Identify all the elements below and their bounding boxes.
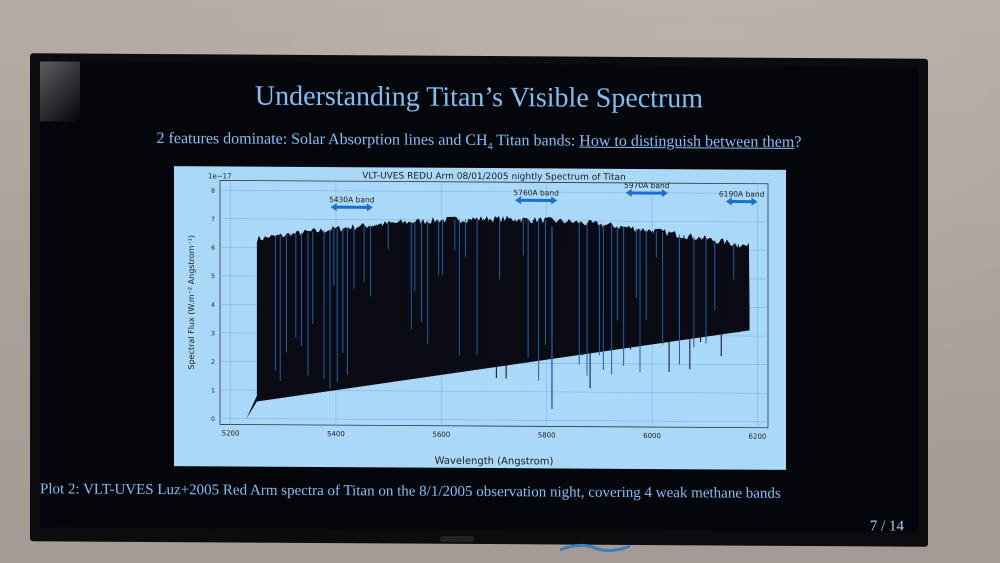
y-tick-label: 5 [211, 273, 215, 280]
spectrum-plot: 5200 5400 5600 5800 6000 6200 0 1 2 3 4 5 6 7 8 1e−17 VL… [174, 166, 786, 470]
x-tick-label: 6200 [749, 433, 767, 441]
subtitle-suffix: ? [794, 133, 802, 151]
band-label: 5430A band [329, 195, 375, 204]
band-label: 5760A band [513, 188, 559, 197]
page-number: 7 / 14 [869, 518, 904, 533]
band-arrow-head-left [515, 196, 522, 205]
y-tick-label: 4 [211, 302, 215, 309]
band-arrow-head-right [661, 189, 668, 198]
y-offset-label: 1e−17 [208, 172, 232, 180]
band-arrow-head-left [330, 203, 337, 212]
band-label: 6190A band [719, 189, 765, 198]
subtitle-link[interactable]: How to distinguish between them [579, 132, 795, 151]
band-arrow-head-left [625, 188, 632, 197]
band-arrow-head-right [366, 203, 373, 212]
slide-subtitle: 2 features dominate: Solar Absorption li… [40, 129, 918, 155]
y-tick-label: 0 [211, 416, 215, 423]
x-tick-label: 5400 [327, 430, 345, 438]
x-tick-label: 5200 [222, 429, 240, 437]
cable [560, 543, 630, 553]
x-tick-label: 6000 [643, 432, 661, 440]
spectrum-plot-svg: 5200 5400 5600 5800 6000 6200 0 1 2 3 4 5 6 7 8 1e−17 VL… [187, 171, 769, 468]
band-label: 5970A band [624, 181, 670, 190]
band-arrow-head-left [725, 197, 732, 206]
y-tick-label: 6 [211, 245, 215, 252]
x-axis-label: Wavelength (Angstrom) [435, 456, 554, 468]
y-tick-label: 1 [211, 387, 215, 394]
y-axis-label: Spectral Flux (W.m⁻² Angstrom⁻¹) [187, 235, 196, 370]
x-tick-label: 5800 [538, 431, 556, 439]
tv-stand-logo [440, 536, 474, 542]
plot-title: VLT-UVES REDU Arm 08/01/2005 nightly Spe… [362, 171, 626, 183]
y-tick-label: 7 [211, 216, 215, 223]
band-arrow-head-right [551, 196, 558, 205]
y-gridline [220, 189, 768, 194]
subtitle-middle: Titan bands: [492, 132, 580, 150]
x-tick-label: 5600 [432, 431, 450, 439]
y-tick-label: 3 [211, 330, 215, 337]
y-gridline [220, 418, 768, 423]
slide-title: Understanding Titan’s Visible Spectrum [254, 80, 704, 115]
tv-screen: Understanding Titan’s Visible Spectrum 2… [40, 61, 918, 533]
y-tick-label: 2 [211, 359, 215, 366]
slide-caption: Plot 2: VLT-UVES Luz+2005 Red Arm spectr… [40, 481, 781, 502]
plot-axes [219, 180, 769, 429]
y-tick-label: 8 [211, 188, 215, 195]
subtitle-prefix: 2 features dominate: Solar Absorption li… [156, 130, 488, 150]
band-arrow-head-right [751, 197, 758, 206]
